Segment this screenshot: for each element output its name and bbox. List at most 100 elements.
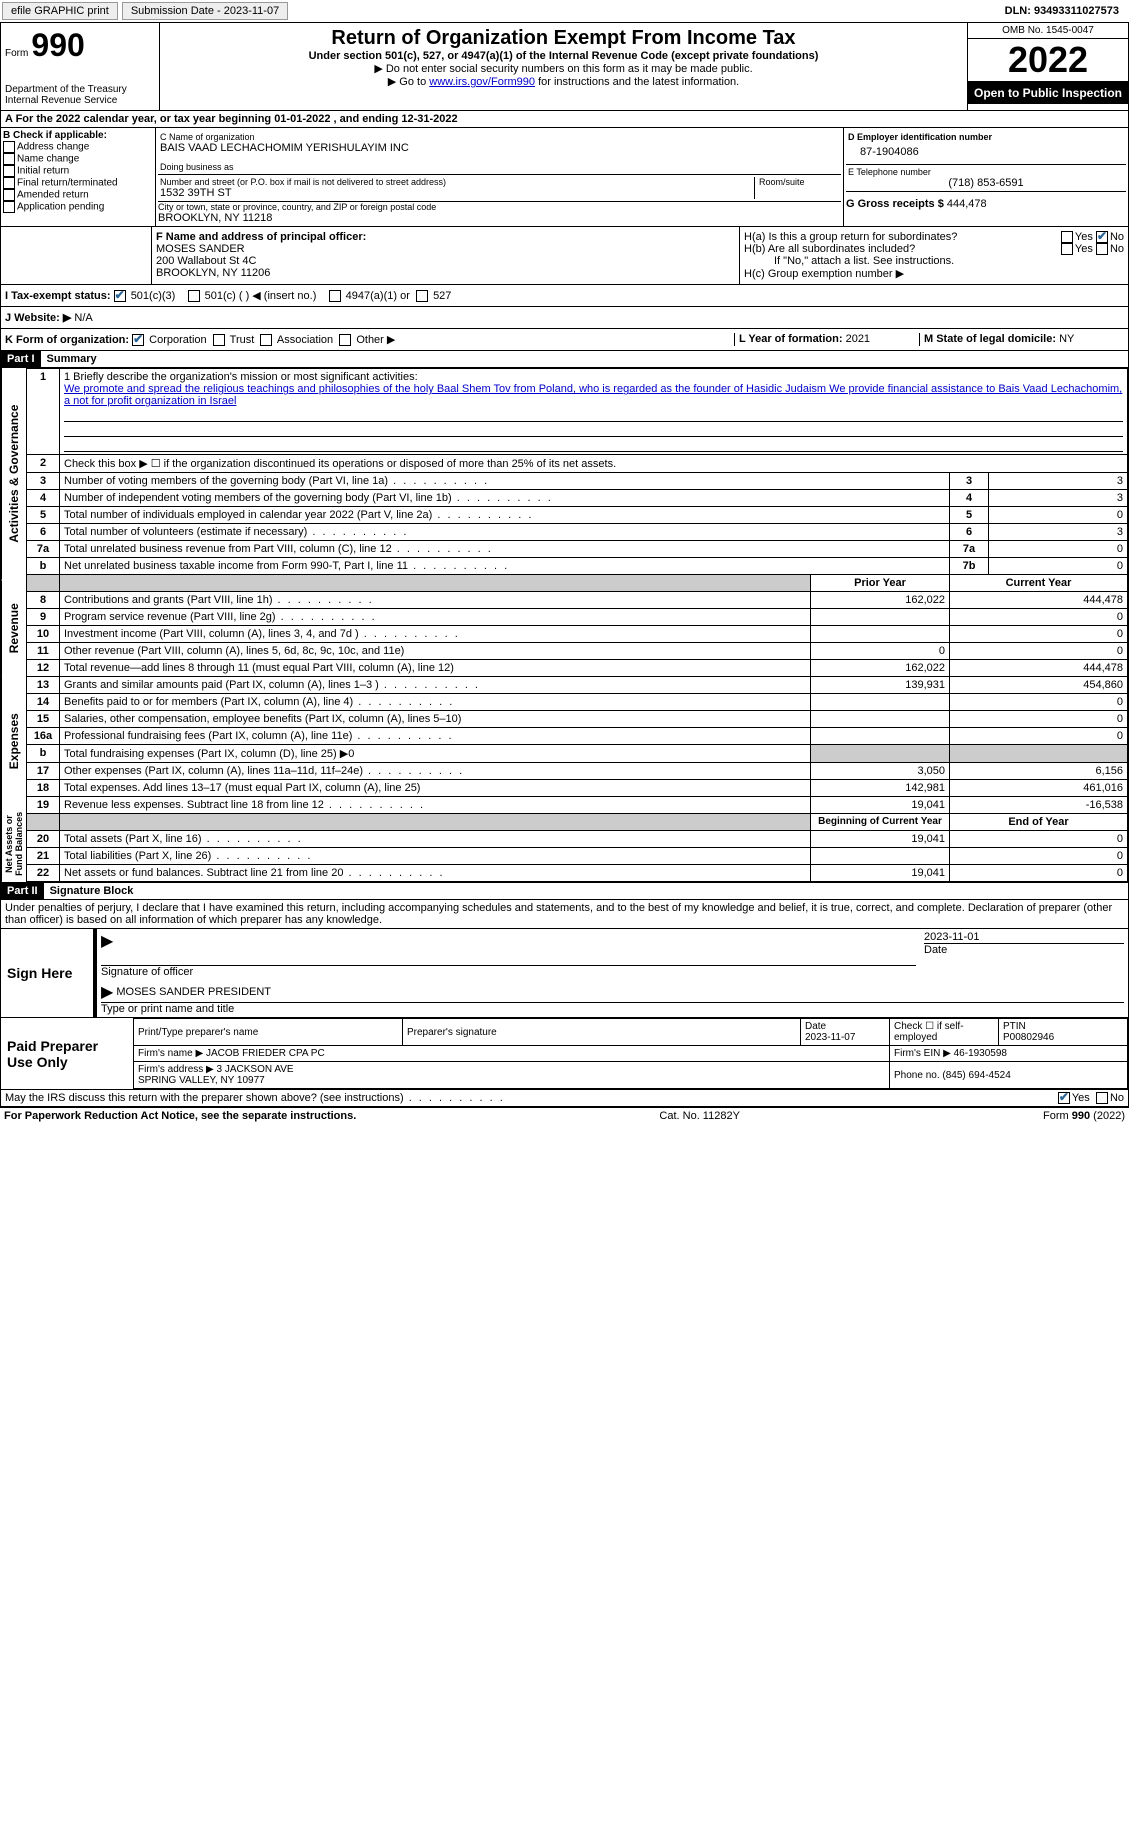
page-footer: For Paperwork Reduction Act Notice, see … <box>0 1107 1129 1124</box>
part1-label: Part I <box>1 351 41 367</box>
city: BROOKLYN, NY 11218 <box>158 212 841 224</box>
note2-pre: ▶ Go to <box>388 76 429 88</box>
row5-val: 0 <box>989 507 1128 524</box>
gross-value: 444,478 <box>947 198 987 210</box>
row18-prior: 142,981 <box>811 780 950 797</box>
row8-prior: 162,022 <box>811 592 950 609</box>
top-bar: efile GRAPHIC print Submission Date - 20… <box>0 0 1129 23</box>
row8-curr: 444,478 <box>950 592 1128 609</box>
discuss-yes-check[interactable] <box>1058 1092 1070 1104</box>
k-other-check[interactable] <box>339 334 351 346</box>
tax-year: 2022 <box>968 39 1128 82</box>
row6-text: Total number of volunteers (estimate if … <box>64 526 408 538</box>
sig-officer-label: Signature of officer <box>101 965 916 978</box>
form-number: 990 <box>31 27 84 63</box>
i-501c3: 501(c)(3) <box>131 290 176 302</box>
prep-sig-label: Preparer's signature <box>403 1019 801 1046</box>
i-501c3-check[interactable] <box>114 290 126 302</box>
discuss-no-check[interactable] <box>1096 1092 1108 1104</box>
b-opt-pending[interactable]: Application pending <box>3 201 153 213</box>
org-name: BAIS VAAD LECHACHOMIM YERISHULAYIM INC <box>160 142 839 154</box>
i-501c: 501(c) ( ) ◀ (insert no.) <box>205 290 317 302</box>
ha-yes[interactable]: Yes <box>1075 231 1093 243</box>
i-label: I Tax-exempt status: <box>5 290 111 302</box>
dba-label: Doing business as <box>160 162 839 172</box>
b-opt-amended[interactable]: Amended return <box>3 189 153 201</box>
submission-date-button[interactable]: Submission Date - 2023-11-07 <box>122 2 288 20</box>
row7a-val: 0 <box>989 541 1128 558</box>
header-note2: ▶ Go to www.irs.gov/Form990 for instruct… <box>164 75 963 88</box>
row22-text: Net assets or fund balances. Subtract li… <box>64 867 445 879</box>
k-corp: Corporation <box>149 334 206 346</box>
street: 1532 39TH ST <box>160 187 754 199</box>
row19-curr: -16,538 <box>950 797 1128 814</box>
discuss-no: No <box>1110 1092 1124 1104</box>
ha-no[interactable]: No <box>1110 231 1124 243</box>
part1-body: Activities & Governance Revenue Expenses… <box>0 368 1129 883</box>
col-d: D Employer identification number 87-1904… <box>843 128 1128 226</box>
prep-name-label: Print/Type preparer's name <box>134 1019 403 1046</box>
form-title: Return of Organization Exempt From Incom… <box>164 27 963 50</box>
row13-curr: 454,860 <box>950 677 1128 694</box>
officer-name: MOSES SANDER <box>156 243 735 255</box>
l-label: L Year of formation: <box>739 333 843 345</box>
m-label: M State of legal domicile: <box>924 333 1056 345</box>
section-rev: Revenue <box>1 580 26 676</box>
row16b-text: Total fundraising expenses (Part IX, col… <box>64 748 354 760</box>
sig-arrow-icon: ▶ <box>101 933 113 950</box>
section-ag: Activities & Governance <box>1 368 26 580</box>
row16a-prior <box>811 728 950 745</box>
row17-prior: 3,050 <box>811 763 950 780</box>
b-opt-address[interactable]: Address change <box>3 141 153 153</box>
col-c: C Name of organization BAIS VAAD LECHACH… <box>156 128 843 226</box>
omb-number: OMB No. 1545-0047 <box>968 23 1128 39</box>
sig-date-label: Date <box>924 943 1124 956</box>
footer-right: Form 990 (2022) <box>1043 1110 1125 1122</box>
row22-curr: 0 <box>950 865 1128 882</box>
row12-curr: 444,478 <box>950 660 1128 677</box>
k-corp-check[interactable] <box>132 334 144 346</box>
row17-curr: 6,156 <box>950 763 1128 780</box>
row15-text: Salaries, other compensation, employee b… <box>64 713 461 725</box>
efile-print-button[interactable]: efile GRAPHIC print <box>2 2 118 20</box>
row14-text: Benefits paid to or for members (Part IX… <box>64 696 454 708</box>
k-assoc-check[interactable] <box>260 334 272 346</box>
ptin-value: P00802946 <box>1003 1032 1054 1043</box>
discuss-row: May the IRS discuss this return with the… <box>0 1090 1129 1107</box>
k-trust-check[interactable] <box>213 334 225 346</box>
org-info-block: B Check if applicable: Address change Na… <box>0 128 1129 227</box>
row15-prior <box>811 711 950 728</box>
hb-no[interactable]: No <box>1110 243 1124 255</box>
i-527-check[interactable] <box>416 290 428 302</box>
row16a-text: Professional fundraising fees (Part IX, … <box>64 730 454 742</box>
ein-value: 87-1904086 <box>848 142 1124 162</box>
c-name-label: C Name of organization <box>160 132 839 142</box>
officer-print-name: MOSES SANDER PRESIDENT <box>116 986 271 998</box>
row20-prior: 19,041 <box>811 831 950 848</box>
irs-link[interactable]: www.irs.gov/Form990 <box>429 76 535 88</box>
b-opt-name[interactable]: Name change <box>3 153 153 165</box>
ha-label: H(a) Is this a group return for subordin… <box>744 231 1061 243</box>
b-opt-initial[interactable]: Initial return <box>3 165 153 177</box>
prep-date: Date 2023-11-07 <box>801 1019 890 1046</box>
ptin-label: PTIN <box>1003 1021 1026 1032</box>
firm-name: JACOB FRIEDER CPA PC <box>206 1048 325 1059</box>
q2-text: Check this box ▶ ☐ if the organization d… <box>60 455 1128 473</box>
i-501c-check[interactable] <box>188 290 200 302</box>
hc-label: H(c) Group exemption number ▶ <box>744 267 1124 280</box>
city-label: City or town, state or province, country… <box>158 202 841 212</box>
b-opt-final[interactable]: Final return/terminated <box>3 177 153 189</box>
i-527: 527 <box>433 290 451 302</box>
row10-curr: 0 <box>950 626 1128 643</box>
check-self-employed[interactable]: Check ☐ if self-employed <box>890 1019 999 1046</box>
row9-prior <box>811 609 950 626</box>
row8-text: Contributions and grants (Part VIII, lin… <box>64 594 374 606</box>
f-label: F Name and address of principal officer: <box>156 231 735 243</box>
note2-post: for instructions and the latest informat… <box>535 76 739 88</box>
row16a-curr: 0 <box>950 728 1128 745</box>
hb-yes[interactable]: Yes <box>1075 243 1093 255</box>
i-4947-check[interactable] <box>329 290 341 302</box>
row15-curr: 0 <box>950 711 1128 728</box>
row22-prior: 19,041 <box>811 865 950 882</box>
row5-text: Total number of individuals employed in … <box>64 509 533 521</box>
